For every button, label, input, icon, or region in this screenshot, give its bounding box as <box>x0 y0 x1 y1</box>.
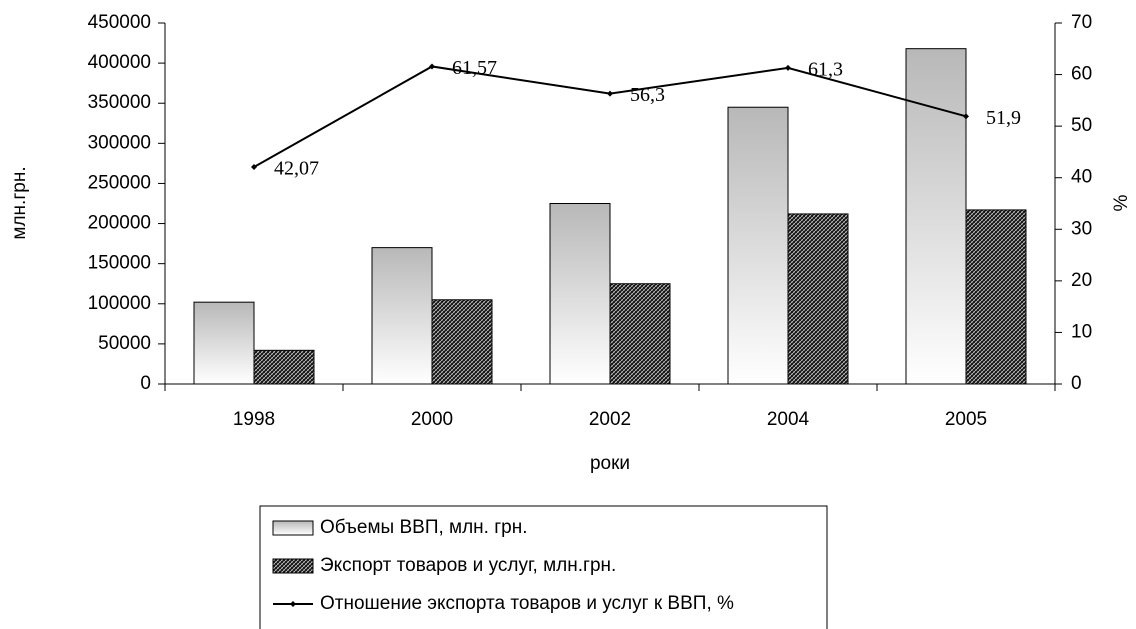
y2-tick-label: 30 <box>1071 218 1092 239</box>
bar <box>431 299 493 385</box>
bar <box>609 283 671 385</box>
x-tick-label: 2002 <box>589 409 631 430</box>
legend-label: Экспорт товаров и услуг, млн.грн. <box>320 555 616 576</box>
x-tick-label: 2000 <box>411 409 453 430</box>
y-tick-label: 450000 <box>88 12 151 33</box>
bar <box>965 209 1027 385</box>
y2-axis-label: % <box>1111 194 1132 211</box>
marker <box>251 164 257 171</box>
y2-tick-label: 10 <box>1071 321 1092 342</box>
y2-tick-label: 70 <box>1071 12 1092 33</box>
y-tick-label: 350000 <box>88 92 151 113</box>
bar <box>905 48 967 385</box>
bar <box>193 301 255 385</box>
legend-box <box>259 505 828 629</box>
y2-tick-label: 60 <box>1071 64 1092 85</box>
y-tick-label: 200000 <box>88 213 151 234</box>
legend-swatch <box>290 601 296 607</box>
y-tick-label: 400000 <box>88 52 151 73</box>
data-label: 56,3 <box>630 84 665 106</box>
legend-swatch <box>272 558 314 574</box>
data-label: 51,9 <box>986 107 1021 129</box>
y-tick-label: 100000 <box>88 293 151 314</box>
bar <box>727 106 789 385</box>
y-tick-label: 300000 <box>88 132 151 153</box>
x-tick-label: 2004 <box>767 409 810 430</box>
marker <box>429 63 435 70</box>
legend-label: Отношение экспорта товаров и услуг к ВВП… <box>320 593 734 614</box>
y2-tick-label: 50 <box>1071 115 1092 136</box>
bar <box>253 349 315 385</box>
data-label: 61,57 <box>452 57 497 79</box>
legend-swatch <box>272 520 314 536</box>
y-tick-label: 0 <box>140 373 151 394</box>
y2-tick-label: 20 <box>1071 270 1092 291</box>
data-label: 42,07 <box>274 158 319 180</box>
x-tick-label: 2005 <box>945 409 987 430</box>
legend-label: Объемы ВВП, млн. грн. <box>320 517 528 538</box>
x-axis-label: роки <box>590 453 630 474</box>
marker <box>785 64 791 71</box>
marker <box>607 90 613 97</box>
marker <box>963 113 969 120</box>
y2-tick-label: 40 <box>1071 167 1092 188</box>
y-tick-label: 50000 <box>98 333 151 354</box>
line <box>253 65 967 168</box>
bar <box>787 213 849 385</box>
y2-tick-label: 0 <box>1071 373 1082 394</box>
data-label: 61,3 <box>808 58 843 80</box>
y-tick-label: 150000 <box>88 253 151 274</box>
y-tick-label: 250000 <box>88 172 151 193</box>
bar <box>549 203 611 385</box>
bar <box>371 247 433 385</box>
x-tick-label: 1998 <box>233 409 275 430</box>
y-axis-label: млн.грн. <box>9 166 30 239</box>
